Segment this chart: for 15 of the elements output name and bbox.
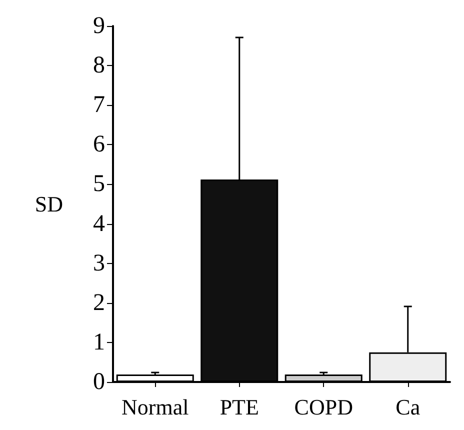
y-tick-label: 0 — [93, 369, 105, 395]
y-tick-label: 1 — [93, 329, 105, 356]
y-tick-label: 4 — [93, 210, 105, 237]
y-axis-title: SD — [34, 192, 63, 216]
y-tick-label: 5 — [93, 171, 105, 198]
y-tick-label: 7 — [93, 92, 105, 118]
x-tick-label: PTE — [220, 394, 259, 420]
y-tick-label: 6 — [93, 132, 105, 158]
y-tick-label: 8 — [93, 52, 105, 79]
y-tick-label: 3 — [93, 250, 105, 276]
x-tick-label: Normal — [122, 394, 189, 420]
y-tick-label: 9 — [93, 13, 105, 39]
y-tick-label: 2 — [93, 290, 105, 316]
x-tick-label: COPD — [294, 394, 353, 420]
x-tick-label: Ca — [396, 394, 420, 420]
